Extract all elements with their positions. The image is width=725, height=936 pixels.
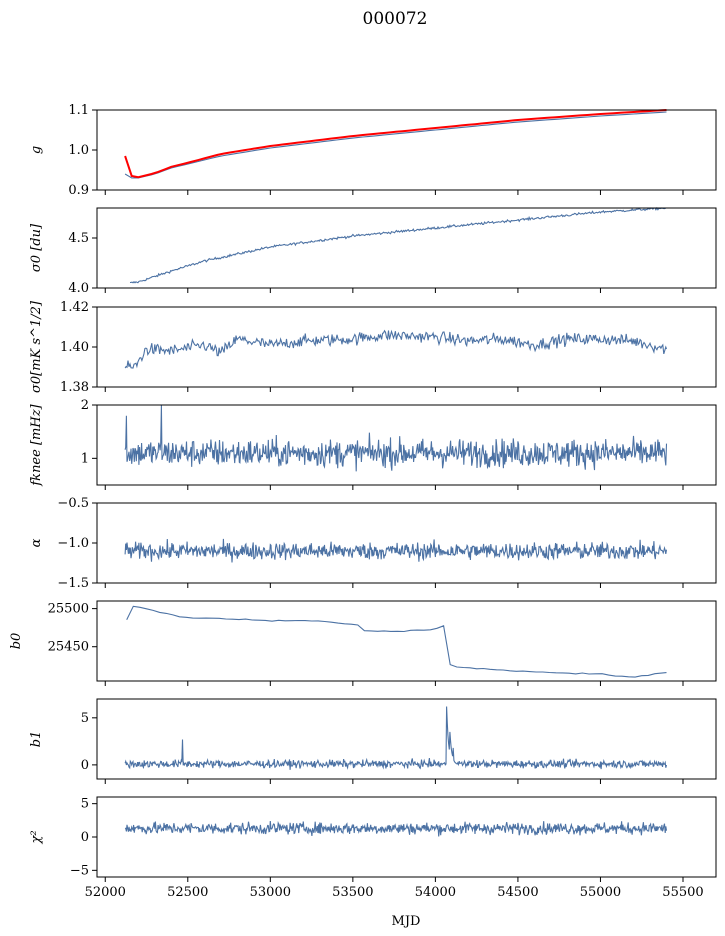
x-tick-label: 53000 — [250, 885, 291, 900]
y-tick-label: 4.5 — [68, 231, 89, 246]
y-tick-label: −5 — [70, 863, 89, 878]
x-tick-label: 53500 — [332, 885, 373, 900]
x-tick-label: 52500 — [167, 885, 208, 900]
y-axis-label: b1 — [29, 731, 44, 748]
series-line-6-1 — [126, 605, 667, 678]
y-tick-label: 2 — [81, 398, 89, 413]
y-tick-label: 0 — [81, 830, 89, 845]
y-tick-label: −1.0 — [57, 536, 89, 551]
x-tick-label: 55500 — [662, 885, 703, 900]
panel-1: 0.9 1.0 1.1 g — [29, 103, 717, 198]
y-tick-label: 25500 — [48, 602, 89, 617]
panel-frame — [96, 796, 717, 878]
y-tick-label: 0 — [81, 758, 89, 773]
x-axis-label: MJD — [392, 914, 421, 929]
panel-frame — [96, 109, 717, 191]
series-line-5-1 — [124, 538, 668, 563]
x-tick-label: 54000 — [415, 885, 456, 900]
panel-6: 25450 25500 b0 — [9, 600, 717, 686]
panel-frame — [96, 600, 717, 682]
panel-4: 1 2 fknee [mHz] — [29, 398, 717, 490]
y-tick-label: −0.5 — [57, 496, 89, 511]
y-tick-label: −1.5 — [57, 576, 89, 591]
figure-title: 000072 — [363, 9, 428, 29]
y-axis-label: σ0[mK s^1/2] — [29, 300, 44, 393]
panel-8: −5 0 5 52000 52500 53000 53500 54000 54500 55000 5… — [29, 796, 717, 900]
y-tick-label: 1.38 — [60, 380, 89, 395]
panel-2: 4.0 4.5 σ0 [du] — [29, 206, 717, 296]
y-axis-label: σ0 [du] — [29, 223, 44, 272]
panel-3: 1.38 1.40 1.42 σ0[mK s^1/2] — [29, 300, 717, 395]
y-tick-label: 5 — [81, 711, 89, 726]
panel-7: 0 5 b1 — [29, 698, 717, 784]
series-line-3-1 — [124, 329, 668, 369]
panel-frame — [96, 404, 717, 486]
series-line-8-1 — [124, 820, 668, 837]
series-line-1-2 — [124, 109, 667, 179]
panels: 0.9 1.0 1.1 g 4.0 4.5 σ0 [du] 1.38 1.40 1.42 σ0[mK… — [9, 103, 717, 900]
y-tick-label: 1.1 — [68, 103, 89, 118]
x-tick-label: 52000 — [85, 885, 126, 900]
series-line-1-1 — [124, 111, 667, 179]
y-tick-label: 25450 — [48, 640, 89, 655]
series-line-4-1 — [124, 404, 668, 472]
x-tick-label: 55000 — [580, 885, 621, 900]
panel-5: −1.5 −1.0 −0.5 α — [29, 496, 717, 591]
y-tick-label: 1 — [81, 451, 89, 466]
y-axis-label: χ² — [29, 830, 44, 844]
y-tick-label: 0.9 — [68, 183, 89, 198]
y-tick-label: 1.0 — [68, 143, 89, 158]
series-line-7-1 — [124, 706, 668, 770]
x-tick-label: 54500 — [497, 885, 538, 900]
panel-frame — [96, 502, 717, 584]
y-tick-label: 1.42 — [60, 300, 89, 315]
y-axis-label: α — [29, 538, 44, 547]
y-axis-label: fknee [mHz] — [29, 403, 44, 486]
y-axis-label: g — [29, 146, 44, 154]
y-axis-label: b0 — [9, 633, 24, 650]
panel-frame — [96, 306, 717, 388]
panel-frame — [96, 207, 717, 289]
y-tick-label: 1.40 — [60, 340, 89, 355]
y-tick-label: 5 — [81, 797, 89, 812]
panel-frame — [96, 698, 717, 780]
y-tick-label: 4.0 — [68, 281, 89, 296]
series-line-2-1 — [129, 206, 667, 284]
